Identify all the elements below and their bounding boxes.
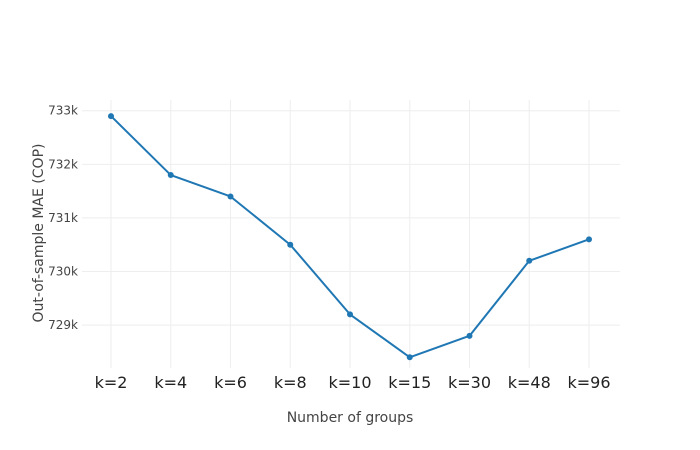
data-point	[347, 311, 353, 318]
y-tick-label: 733k	[48, 104, 78, 118]
data-point	[586, 236, 592, 243]
x-tick-label: k=48	[508, 373, 551, 392]
y-tick-label: 729k	[48, 318, 78, 332]
x-gridlines	[110, 100, 590, 368]
data-point	[227, 193, 234, 200]
y-tick-labels: 729k 730k 731k 732k 733k	[48, 104, 78, 332]
x-tick-label: k=96	[567, 373, 610, 392]
data-point	[406, 354, 413, 361]
x-tick-label: k=2	[95, 373, 128, 392]
x-tick-label: k=10	[328, 373, 371, 392]
series-group	[108, 113, 592, 361]
y-tick-label: 731k	[48, 211, 78, 225]
x-axis-title: Number of groups	[287, 410, 414, 426]
data-point	[287, 241, 294, 248]
data-point	[108, 113, 114, 120]
x-tick-label: k=15	[388, 373, 431, 392]
x-tick-label: k=6	[214, 373, 247, 392]
y-tick-label: 730k	[48, 265, 78, 279]
x-tick-label: k=30	[448, 373, 491, 392]
y-gridlines	[82, 110, 620, 326]
x-tick-label: k=8	[274, 373, 307, 392]
x-tick-labels: k=2 k=4 k=6 k=8 k=10 k=15 k=30 k=48 k=96	[95, 373, 611, 392]
y-tick-label: 732k	[48, 157, 78, 171]
data-point	[466, 332, 473, 339]
y-axis-title: Out-of-sample MAE (COP)	[31, 144, 47, 323]
data-point	[167, 172, 174, 179]
data-point	[526, 257, 533, 264]
x-tick-label: k=4	[154, 373, 187, 392]
